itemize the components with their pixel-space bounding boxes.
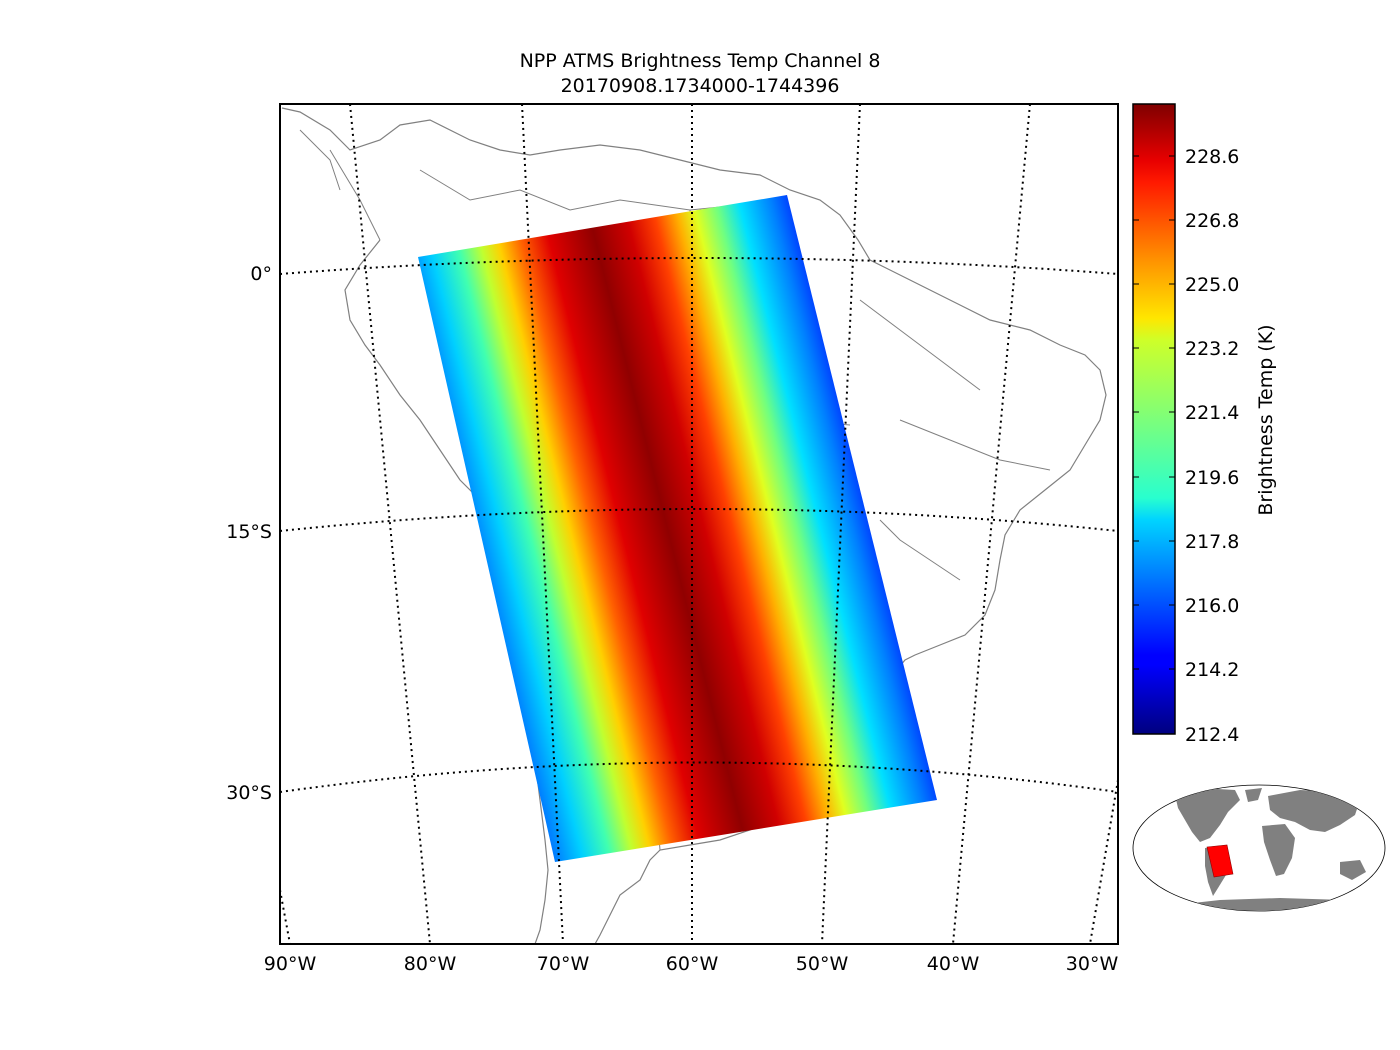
graticule-lon-30w bbox=[1089, 779, 1118, 944]
colorbar-tick-label: 226.8 bbox=[1185, 210, 1239, 232]
inset-world-map bbox=[1132, 784, 1386, 912]
graticule-lon-40w bbox=[952, 104, 1031, 944]
inset-swath-highlight bbox=[1206, 844, 1234, 878]
colorbar-tick-label: 221.4 bbox=[1185, 402, 1239, 424]
graticule-lon-80w bbox=[349, 104, 431, 944]
lat-label-15s: 15°S bbox=[226, 521, 272, 543]
graticule-lon-50w bbox=[821, 104, 861, 944]
graticule-lat-30s bbox=[280, 761, 1118, 793]
graticule-lon-70w bbox=[521, 104, 564, 944]
colorbar-tick-label: 228.6 bbox=[1185, 146, 1239, 168]
lon-label-50w: 50°W bbox=[796, 953, 849, 975]
lon-label-70w: 70°W bbox=[537, 953, 590, 975]
colorbar-tick-label: 214.2 bbox=[1185, 659, 1239, 681]
colorbar-tick-label: 216.0 bbox=[1185, 595, 1239, 617]
lat-label-30s: 30°S bbox=[226, 782, 272, 804]
colorbar-tick-label: 219.6 bbox=[1185, 467, 1239, 489]
graticule-lat-15s bbox=[280, 508, 1118, 532]
inset-continents bbox=[1175, 788, 1380, 911]
colorbar-tick-label: 223.2 bbox=[1185, 338, 1239, 360]
title-line-2: 20170908.1734000-1744396 bbox=[561, 75, 840, 97]
lon-label-60w: 60°W bbox=[666, 953, 719, 975]
map-area bbox=[280, 104, 1118, 944]
colorbar-tick-label: 225.0 bbox=[1185, 274, 1239, 296]
lon-label-40w: 40°W bbox=[927, 953, 980, 975]
lon-label-90w: 90°W bbox=[264, 953, 317, 975]
colorbar-label: Brightness Temp (K) bbox=[1255, 324, 1277, 515]
lon-label-80w: 80°W bbox=[404, 953, 457, 975]
graticule-lat-0 bbox=[280, 257, 1118, 275]
lat-label-0: 0° bbox=[250, 263, 272, 285]
colorbar-tick-label: 217.8 bbox=[1185, 531, 1239, 553]
lon-label-30w: 30°W bbox=[1066, 953, 1119, 975]
graticule bbox=[280, 104, 1118, 944]
brightness-temp-swath bbox=[418, 195, 937, 862]
colorbar-ticks bbox=[1133, 155, 1175, 670]
colorbar-tick-label: 212.4 bbox=[1185, 724, 1239, 746]
map-frame bbox=[279, 103, 1119, 945]
title-line-1: NPP ATMS Brightness Temp Channel 8 bbox=[520, 50, 881, 72]
colorbar bbox=[1132, 103, 1176, 735]
